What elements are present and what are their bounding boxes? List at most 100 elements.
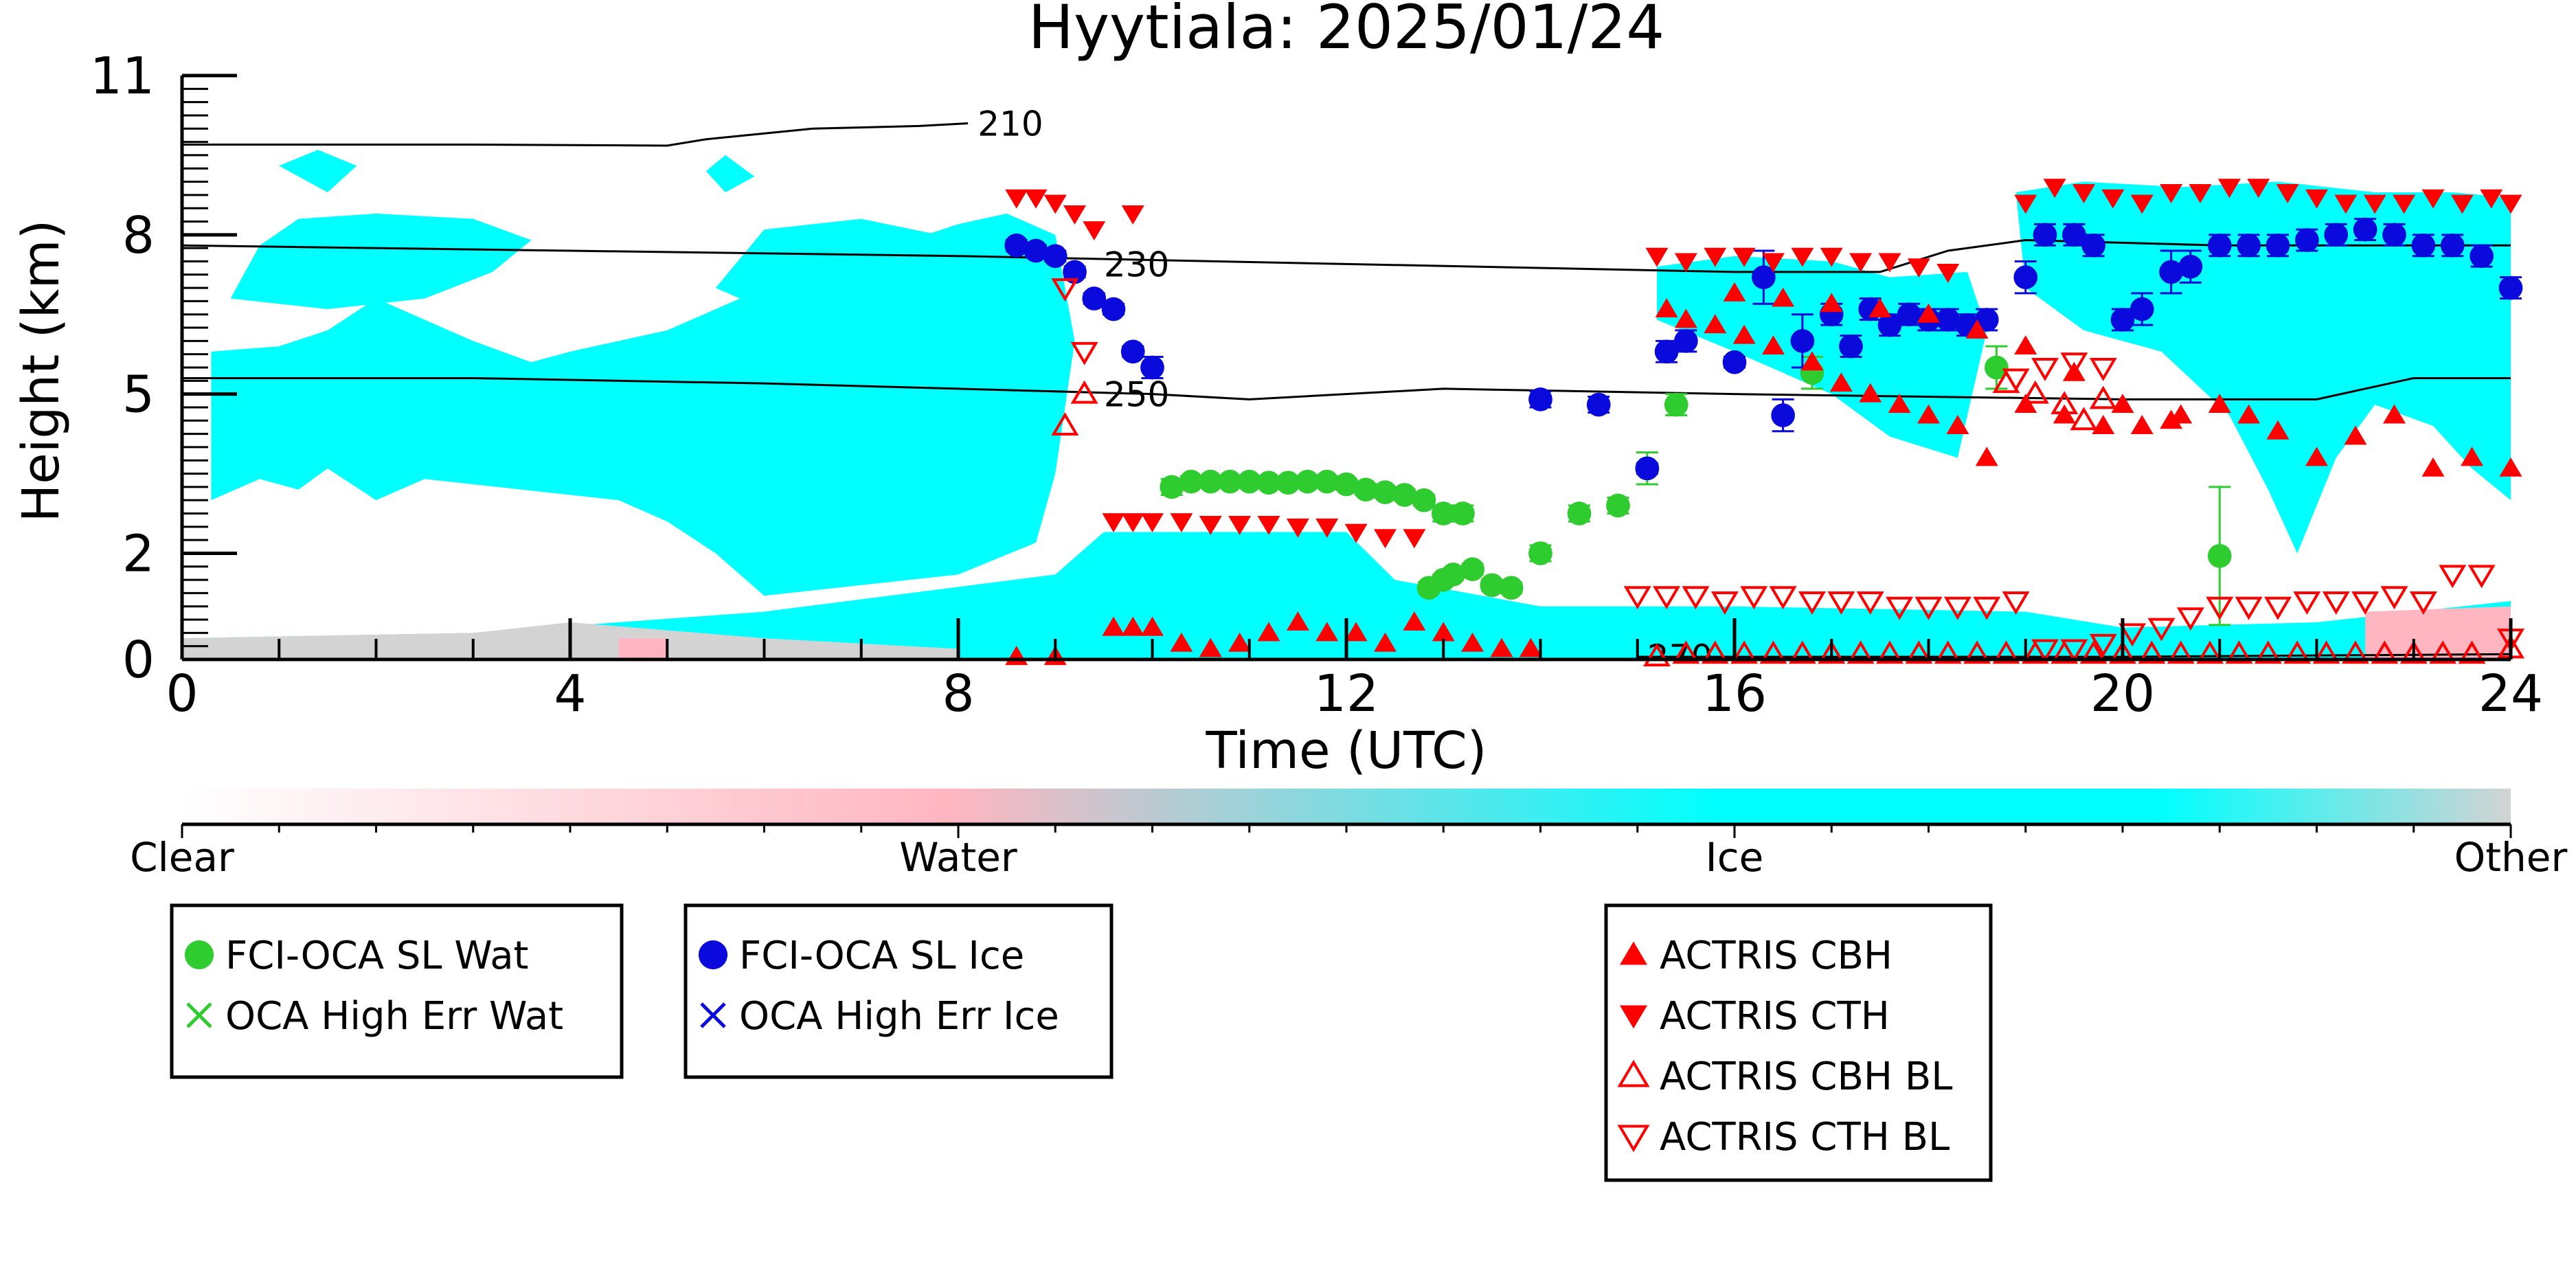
legend-frame: [1604, 903, 1993, 1182]
data-point: [2353, 217, 2377, 242]
data-point: [1905, 640, 1933, 664]
data-point: [2002, 368, 2030, 392]
data-point: [1257, 622, 1280, 642]
data-point: [2160, 184, 2183, 203]
data-point: [2380, 586, 2408, 610]
legend-box: FCI-OCA SL Ice OCA High Err Ice: [683, 903, 1114, 1079]
data-point: [2409, 591, 2437, 615]
legend-marker: [1619, 1005, 1648, 1029]
data-point: [2109, 640, 2136, 664]
data-point: [1315, 518, 1339, 538]
data-point: [2266, 420, 2290, 440]
data-point: [1374, 529, 1397, 549]
data-point: [1460, 557, 1484, 581]
data-point: [1943, 596, 1971, 620]
data-point: [1897, 302, 1921, 327]
data-point: [2119, 623, 2147, 647]
data-point: [2081, 233, 2105, 258]
data-point: [1403, 611, 1426, 631]
data-point: [1257, 515, 1280, 535]
legend-marker: [698, 940, 728, 970]
data-point: [1645, 247, 1669, 267]
data-point: [1334, 472, 1359, 497]
data-point: [2206, 596, 2234, 620]
data-point: [1730, 640, 1759, 664]
data-point: [1403, 529, 1426, 549]
data-point: [2351, 591, 2380, 615]
data-point: [1653, 586, 1681, 610]
data-point: [1849, 253, 1873, 273]
legend-marker: [184, 940, 214, 970]
legend-label: OCA High Err Wat: [225, 994, 563, 1039]
ice-cloud-region: [705, 155, 755, 192]
data-point: [2322, 591, 2350, 615]
x-marker-stroke: [700, 1002, 726, 1028]
data-point: [1140, 355, 1164, 380]
data-point: [1063, 260, 1087, 284]
data-point: [2207, 233, 2232, 258]
legend-frame: [170, 903, 624, 1079]
contour-line: [182, 122, 969, 147]
data-point: [2089, 358, 2117, 381]
data-point: [1936, 308, 1961, 332]
colorbar-label: Clear: [130, 834, 234, 881]
data-point: [1820, 247, 1843, 267]
x-tick-label: 12: [1314, 664, 1379, 723]
data-point: [1798, 591, 1826, 615]
data-point: [2421, 189, 2445, 209]
data-point: [1051, 278, 1079, 302]
data-point: [1704, 247, 1727, 267]
data-point: [2167, 640, 2195, 664]
data-point: [1914, 596, 1943, 620]
data-point: [2450, 194, 2474, 214]
data-point: [1790, 329, 1815, 353]
data-point: [2130, 415, 2154, 434]
data-point: [1856, 591, 1884, 615]
data-point: [2411, 233, 2436, 258]
data-point: [2089, 633, 2117, 657]
data-point: [1286, 611, 1309, 631]
data-point: [2342, 640, 2369, 664]
x-tick-label: 0: [166, 664, 198, 723]
data-point: [1451, 501, 1475, 526]
data-point: [2237, 233, 2261, 258]
data-point: [2014, 194, 2037, 214]
data-point: [1441, 563, 1465, 587]
data-point: [2499, 457, 2522, 477]
legend-marker: [1619, 941, 1648, 965]
colorbar-gradient: [182, 789, 2511, 824]
data-point: [1344, 523, 1368, 543]
data-point: [1070, 341, 1098, 365]
contour-label: 250: [1104, 375, 1169, 415]
data-point: [1674, 329, 1698, 353]
data-point: [2467, 565, 2496, 589]
ice-cloud-region: [2015, 181, 2511, 554]
data-point: [2461, 447, 2483, 466]
data-point: [2013, 265, 2038, 289]
colorbar-label: Water: [899, 834, 1017, 881]
data-point: [2079, 640, 2108, 664]
data-point: [1121, 616, 1144, 636]
data-point: [2421, 457, 2445, 477]
contour-line: [182, 239, 2511, 273]
data-point: [2002, 591, 2030, 615]
data-point: [2440, 233, 2465, 258]
legend-label: ACTRIS CTH: [1660, 994, 1890, 1039]
data-point: [1992, 640, 2020, 664]
data-point: [2237, 404, 2261, 424]
data-point: [1199, 637, 1222, 657]
data-point: [2147, 618, 2176, 642]
data-point: [1820, 293, 1843, 313]
data-point: [1818, 640, 1846, 664]
data-point: [1141, 513, 1164, 533]
data-point: [1936, 263, 1960, 283]
data-point: [2189, 184, 2212, 203]
data-point: [1286, 518, 1309, 538]
data-point: [2458, 640, 2486, 664]
data-point: [1827, 591, 1855, 615]
legend-marker: [1617, 1059, 1650, 1087]
data-point: [1800, 351, 1824, 371]
